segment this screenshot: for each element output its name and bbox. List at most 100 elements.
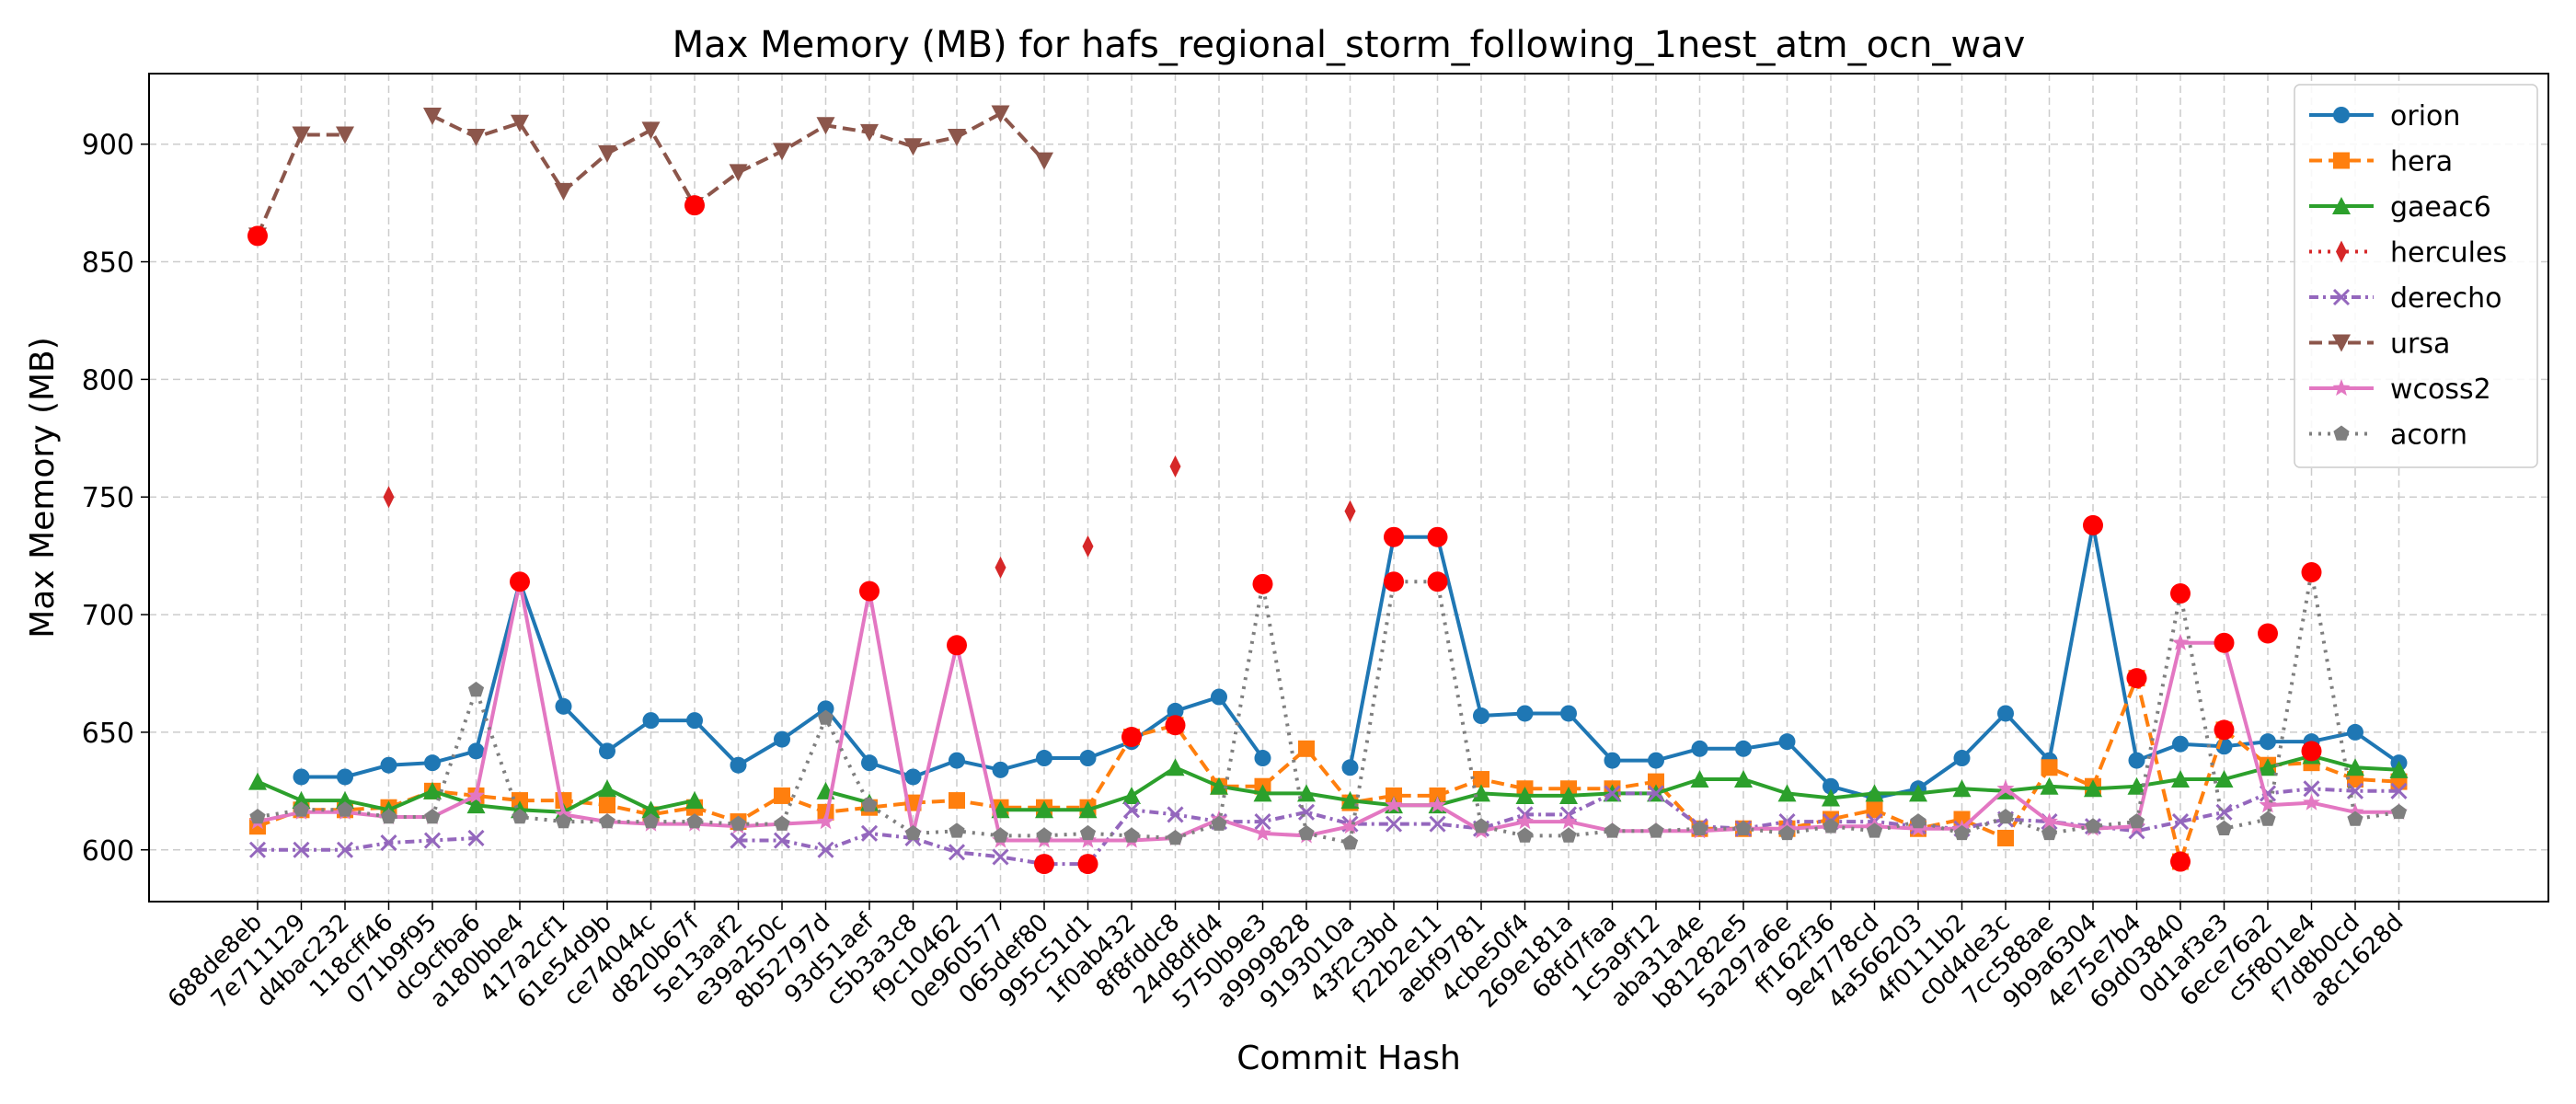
highlight-point <box>1165 715 1186 736</box>
data-point-orion <box>992 761 1009 778</box>
data-point-derecho <box>1604 785 1621 802</box>
legend-label: ursa <box>2390 328 2450 361</box>
data-point-acorn <box>1778 824 1796 841</box>
data-point-orion <box>1341 759 1359 776</box>
highlight-point <box>2258 623 2278 644</box>
data-point-orion <box>2260 733 2276 751</box>
data-point-acorn <box>1167 830 1184 845</box>
data-point-acorn <box>1648 822 1664 838</box>
y-tick-label: 650 <box>82 718 134 750</box>
data-point-gaeac6 <box>2127 776 2146 795</box>
legend-entry-ursa: ursa <box>2309 328 2450 361</box>
data-point-acorn <box>2128 813 2145 829</box>
y-tick-label: 900 <box>82 130 134 162</box>
data-point-orion <box>1036 750 1052 767</box>
data-point-acorn <box>1560 827 1577 843</box>
data-point-hera <box>2041 759 2058 776</box>
data-point-acorn <box>1735 820 1752 835</box>
data-point-acorn <box>730 815 747 831</box>
data-point-derecho <box>860 824 879 842</box>
data-point-orion <box>1778 733 1796 751</box>
data-point-orion <box>642 712 660 730</box>
data-point-gaeac6 <box>641 800 661 819</box>
data-point-orion <box>861 754 878 772</box>
y-tick-label: 700 <box>82 600 134 632</box>
data-point-derecho <box>2303 780 2320 798</box>
data-point-gaeac6 <box>2214 770 2234 788</box>
highlight-point <box>1427 571 1448 592</box>
data-point-gaeac6 <box>598 779 616 798</box>
highlight-point <box>2214 719 2235 741</box>
data-point-ursa <box>466 129 486 147</box>
highlight-point <box>1077 854 1098 875</box>
data-point-orion <box>1254 750 1271 767</box>
data-point-orion <box>1473 707 1489 725</box>
data-point-orion <box>467 742 485 760</box>
highlight-point <box>1034 854 1054 875</box>
data-point-acorn <box>817 709 834 725</box>
legend-label: derecho <box>2390 282 2502 315</box>
y-tick-label: 600 <box>82 835 134 868</box>
data-point-derecho <box>1429 815 1446 833</box>
data-point-acorn <box>2085 818 2101 834</box>
legend-label: hercules <box>2390 237 2507 270</box>
data-point-orion <box>686 712 703 730</box>
data-point-gaeac6 <box>1952 779 1972 798</box>
legend-label: gaeac6 <box>2390 191 2491 224</box>
data-point-orion <box>1167 702 1184 719</box>
data-point-gaeac6 <box>423 781 442 799</box>
data-point-hera <box>1866 801 1883 819</box>
legend-label: wcoss2 <box>2390 374 2491 406</box>
legend-marker <box>2336 240 2347 263</box>
data-point-acorn <box>467 681 485 697</box>
data-point-ursa <box>554 182 573 201</box>
legend-marker <box>2332 288 2351 306</box>
legend-entry-acorn: acorn <box>2309 420 2467 452</box>
legend: orion hera gaeac6 hercules derecho ursa wcoss2… <box>2294 84 2538 468</box>
highlight-point <box>1427 526 1448 547</box>
legend-label: orion <box>2390 100 2460 132</box>
legend-marker <box>2332 379 2351 397</box>
data-point-acorn <box>1997 809 2014 824</box>
series-line-wcoss2 <box>257 580 2399 843</box>
data-point-acorn <box>949 822 965 838</box>
data-point-acorn <box>1866 822 1883 838</box>
data-point-hera <box>599 797 615 814</box>
data-point-acorn <box>2347 811 2363 826</box>
series-ursa <box>248 105 1053 246</box>
data-point-hercules <box>1169 454 1181 477</box>
data-point-acorn <box>1473 818 1489 834</box>
data-point-acorn <box>686 813 703 829</box>
data-point-ursa <box>1035 152 1053 170</box>
y-tick-label: 850 <box>82 247 134 280</box>
series-line-ursa <box>256 132 345 237</box>
data-point-hera <box>949 792 965 810</box>
data-point-orion <box>337 768 353 786</box>
legend-entry-orion: orion <box>2309 100 2460 132</box>
data-point-acorn <box>1079 824 1097 841</box>
data-point-derecho <box>380 834 397 852</box>
data-point-acorn <box>861 797 878 812</box>
data-point-orion <box>1691 740 1708 757</box>
data-point-derecho <box>817 841 834 858</box>
data-point-gaeac6 <box>1734 770 1753 788</box>
data-point-gaeac6 <box>1777 784 1797 802</box>
data-point-derecho <box>1167 806 1184 823</box>
data-point-gaeac6 <box>1909 784 1927 802</box>
data-point-acorn <box>512 809 528 824</box>
data-point-acorn <box>293 801 310 817</box>
data-point-orion <box>1211 688 1227 706</box>
data-point-derecho <box>467 829 485 847</box>
data-point-wcoss2 <box>2041 812 2058 830</box>
data-point-orion <box>1823 777 1839 795</box>
data-point-hercules <box>1082 535 1094 558</box>
highlight-point <box>2170 583 2191 604</box>
legend-label: acorn <box>2390 420 2467 452</box>
data-point-hercules <box>383 486 395 509</box>
x-axis-label: Commit Hash <box>1236 1040 1461 1077</box>
data-point-ursa <box>336 126 354 144</box>
series-line-ursa <box>431 111 1046 208</box>
data-point-acorn <box>904 824 922 841</box>
data-point-derecho <box>293 841 310 858</box>
